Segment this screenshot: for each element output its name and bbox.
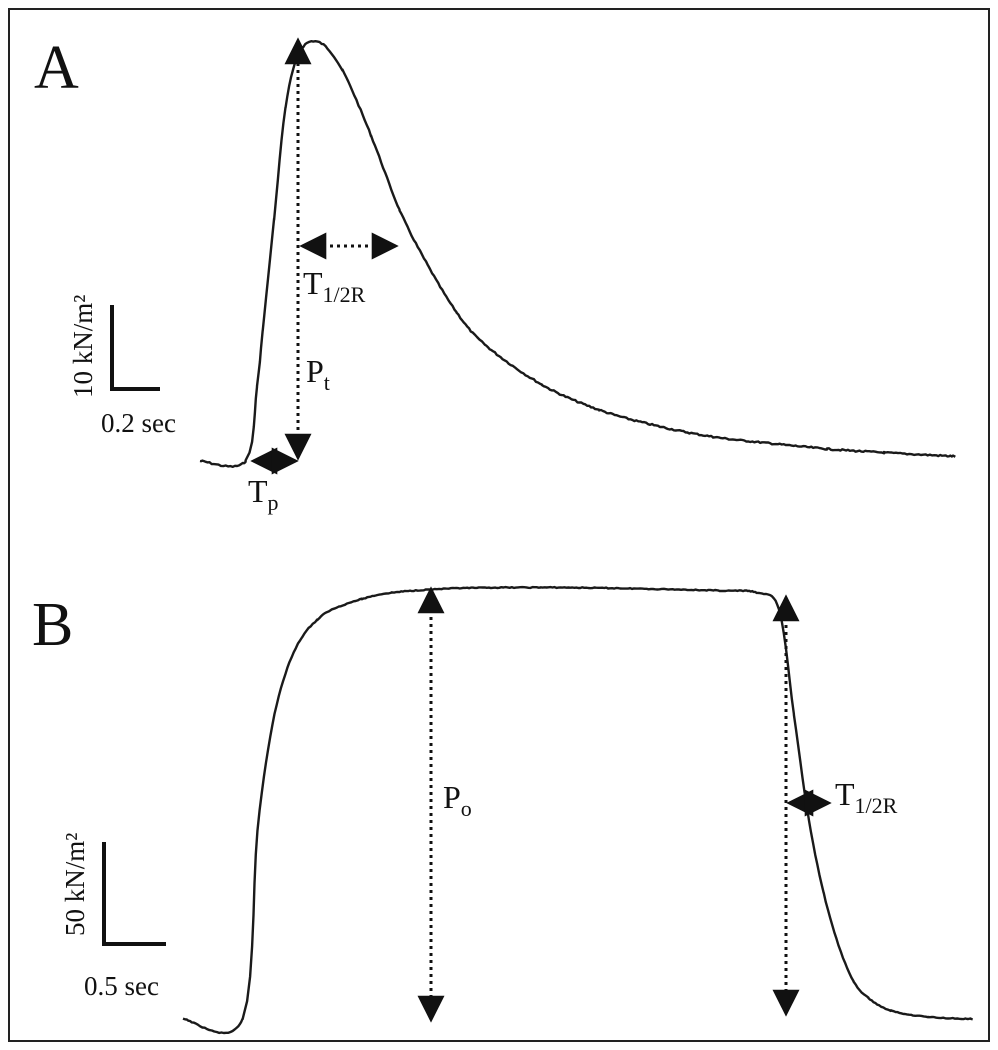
panel-b-t12r-annotation: T1/2R — [786, 776, 898, 818]
panel-b-letter: B — [32, 591, 73, 659]
pt-label: Pt — [306, 353, 330, 395]
panel-a-twitch-trace — [199, 40, 956, 468]
po-label: Po — [443, 779, 472, 821]
panel-b-po-annotation: Po — [417, 586, 472, 1023]
panel-a-tp-annotation: Tp — [248, 447, 299, 515]
panel-a-scale-bar: 10 kN/m² 0.2 sec — [68, 295, 176, 438]
panel-a: A 10 kN/m² 0.2 sec Pt Tp T1/2R — [34, 34, 956, 515]
t12r-b-label: T1/2R — [835, 776, 898, 818]
panel-a-scale-x-label: 0.2 sec — [101, 408, 176, 438]
panel-a-t12r-annotation: T1/2R — [299, 232, 399, 307]
panel-a-scale-y-label: 10 kN/m² — [68, 295, 98, 398]
panel-b-scale-x-label: 0.5 sec — [84, 971, 159, 1001]
panel-b-scale-bar: 50 kN/m² 0.5 sec — [60, 833, 166, 1001]
panel-a-pt-annotation: Pt — [284, 37, 330, 461]
panel-a-letter: A — [34, 34, 79, 102]
panel-b-scale-y-label: 50 kN/m² — [60, 833, 90, 936]
tp-label: Tp — [248, 473, 279, 515]
panel-b-tetanus-trace — [182, 585, 973, 1035]
t12r-a-label: T1/2R — [303, 265, 366, 307]
figure-frame — [8, 8, 990, 1042]
panel-b: B 50 kN/m² 0.5 sec Po T1/2R — [32, 585, 973, 1035]
